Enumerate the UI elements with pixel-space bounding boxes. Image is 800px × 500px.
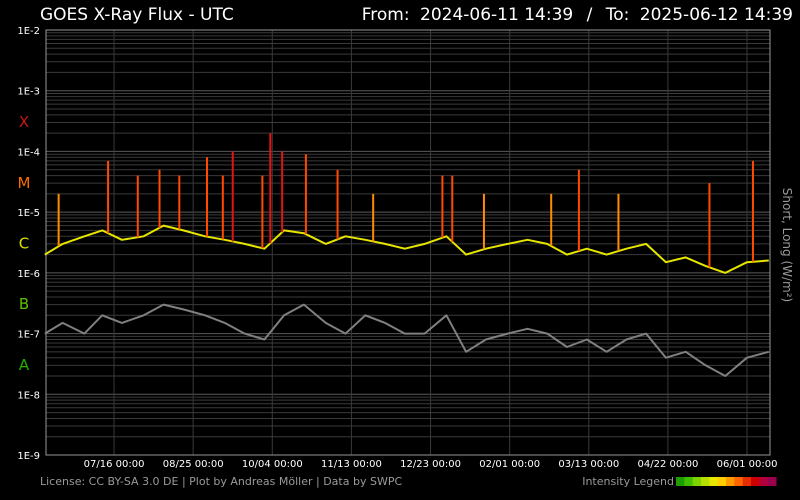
- class-label-b: B: [19, 295, 29, 313]
- y-tick-label: 1E-7: [17, 330, 40, 341]
- y-tick-labels: 1E-2 1E-3 1E-4 1E-5 1E-6 1E-7 1E-8 1E-9: [17, 26, 40, 462]
- to-label: To:: [605, 5, 630, 25]
- x-tick-label: 06/01 00:00: [717, 459, 778, 470]
- x-tick-label: 07/16 00:00: [84, 459, 145, 470]
- intensity-legend-label: Intensity Legend: [582, 475, 674, 488]
- x-tick-label: 12/23 00:00: [400, 459, 461, 470]
- y-tick-label: 1E-4: [17, 147, 40, 158]
- flare-class-labels: X M C B A: [18, 113, 31, 374]
- date-range: From: 2024-06-11 14:39 / To: 2025-06-12 …: [362, 5, 793, 25]
- chart-title: GOES X-Ray Flux - UTC: [40, 5, 234, 25]
- legend-swatch: [717, 477, 727, 486]
- legend-swatch: [742, 477, 752, 486]
- intensity-legend-swatches: [676, 477, 777, 486]
- class-label-x: X: [19, 113, 29, 131]
- from-label: From:: [362, 5, 410, 25]
- legend-swatch: [701, 477, 710, 486]
- x-tick-label: 04/22 00:00: [637, 459, 698, 470]
- x-tick-labels: 07/16 00:00 08/25 00:00 10/04 00:00 11/13 0…: [84, 459, 778, 470]
- legend-swatch: [734, 477, 744, 486]
- y-tick-label: 1E-3: [17, 87, 40, 98]
- legend-swatch: [767, 477, 777, 486]
- series-line: [44, 303, 770, 377]
- to-value: 2025-06-12 14:39: [640, 5, 793, 25]
- class-label-a: A: [19, 356, 30, 374]
- legend-swatch: [726, 477, 735, 486]
- legend-swatch: [684, 477, 694, 486]
- y-tick-label: 1E-5: [17, 208, 40, 219]
- y-tick-label: 1E-9: [17, 451, 40, 462]
- series-line: [44, 224, 769, 274]
- y-tick-label: 1E-8: [17, 390, 40, 401]
- legend-swatch: [676, 477, 685, 486]
- plot-frame: [45, 29, 771, 456]
- license-text: License: CC BY-SA 3.0 DE | Plot by Andre…: [40, 475, 402, 488]
- y-axis-label: Short, Long (W/m²): [780, 188, 794, 302]
- legend-swatch: [759, 477, 769, 486]
- y-tick-label: 1E-2: [17, 26, 40, 37]
- range-separator: /: [587, 5, 593, 25]
- legend-swatch: [709, 477, 719, 486]
- x-tick-label: 08/25 00:00: [163, 459, 224, 470]
- x-tick-label: 03/13 00:00: [558, 459, 619, 470]
- class-label-c: C: [19, 235, 29, 253]
- x-tick-label: 02/01 00:00: [479, 459, 540, 470]
- series-layer: [44, 133, 770, 377]
- x-tick-label: 11/13 00:00: [321, 459, 382, 470]
- legend-swatch: [751, 477, 760, 486]
- legend-swatch: [692, 477, 702, 486]
- class-label-m: M: [18, 174, 31, 192]
- x-tick-label: 10/04 00:00: [242, 459, 303, 470]
- from-value: 2024-06-11 14:39: [420, 5, 573, 25]
- y-tick-label: 1E-6: [17, 269, 40, 280]
- grid-lines: [46, 30, 770, 456]
